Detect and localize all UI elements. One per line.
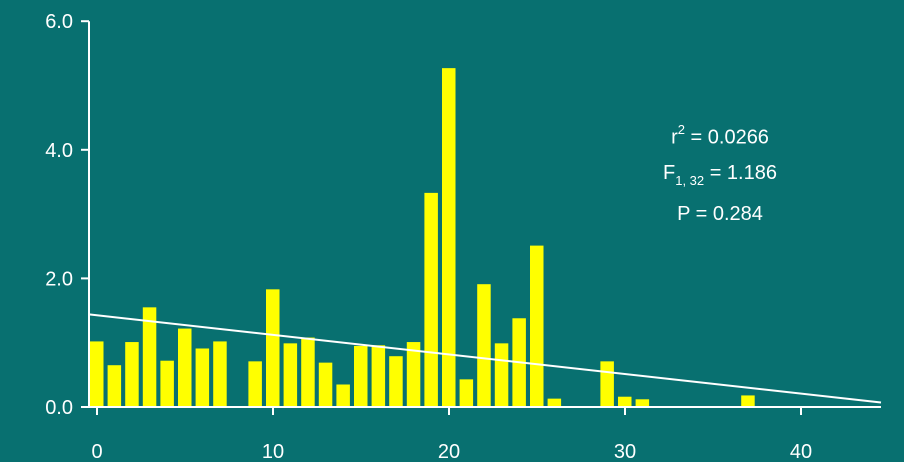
bar	[389, 356, 403, 407]
x-tick-label: 30	[614, 441, 636, 462]
bars-group	[90, 68, 755, 407]
bar	[371, 345, 386, 407]
p-value-text: P = 0.284	[677, 202, 763, 225]
bar	[424, 192, 438, 407]
bar	[477, 284, 491, 407]
bar	[107, 365, 122, 407]
bar	[547, 398, 562, 407]
x-tick-label: 10	[262, 441, 284, 462]
trend-line	[88, 313, 882, 404]
y-tick-label: 2.0	[45, 268, 73, 290]
r-squared-text: r2 = 0.0266	[671, 122, 769, 149]
bar	[160, 360, 174, 407]
x-tick-label: 20	[438, 441, 460, 462]
x-tick-label: 40	[790, 441, 812, 462]
x-tick-label: 0	[91, 441, 102, 462]
bar	[459, 379, 474, 407]
bar	[635, 399, 650, 407]
bar	[741, 395, 755, 407]
bar	[442, 68, 456, 407]
bar	[142, 307, 157, 407]
bar	[406, 342, 421, 407]
bar	[336, 384, 350, 407]
bar	[530, 245, 544, 407]
axes-group	[88, 21, 881, 408]
bar	[494, 343, 509, 407]
y-tick-label: 0.0	[45, 397, 73, 419]
bar	[283, 343, 298, 407]
bar	[125, 342, 139, 407]
bar	[213, 341, 227, 407]
bar	[318, 362, 333, 407]
bar	[600, 361, 614, 407]
bar	[90, 341, 104, 407]
tick-labels-group: 0.0 2.0 4.0 6.0 0 10 20 30 40	[45, 11, 812, 462]
bar	[178, 328, 192, 407]
y-tick-label: 6.0	[45, 11, 73, 33]
bar	[248, 361, 262, 407]
bar	[354, 345, 368, 407]
bar	[266, 289, 280, 407]
bar	[618, 396, 632, 407]
bar	[195, 348, 210, 407]
y-tick-label: 4.0	[45, 140, 73, 162]
regression-stats: r2 = 0.0266 F1, 32 = 1.186 P = 0.284	[620, 114, 820, 232]
bar	[301, 337, 315, 407]
f-statistic-text: F1, 32 = 1.186	[663, 161, 777, 188]
